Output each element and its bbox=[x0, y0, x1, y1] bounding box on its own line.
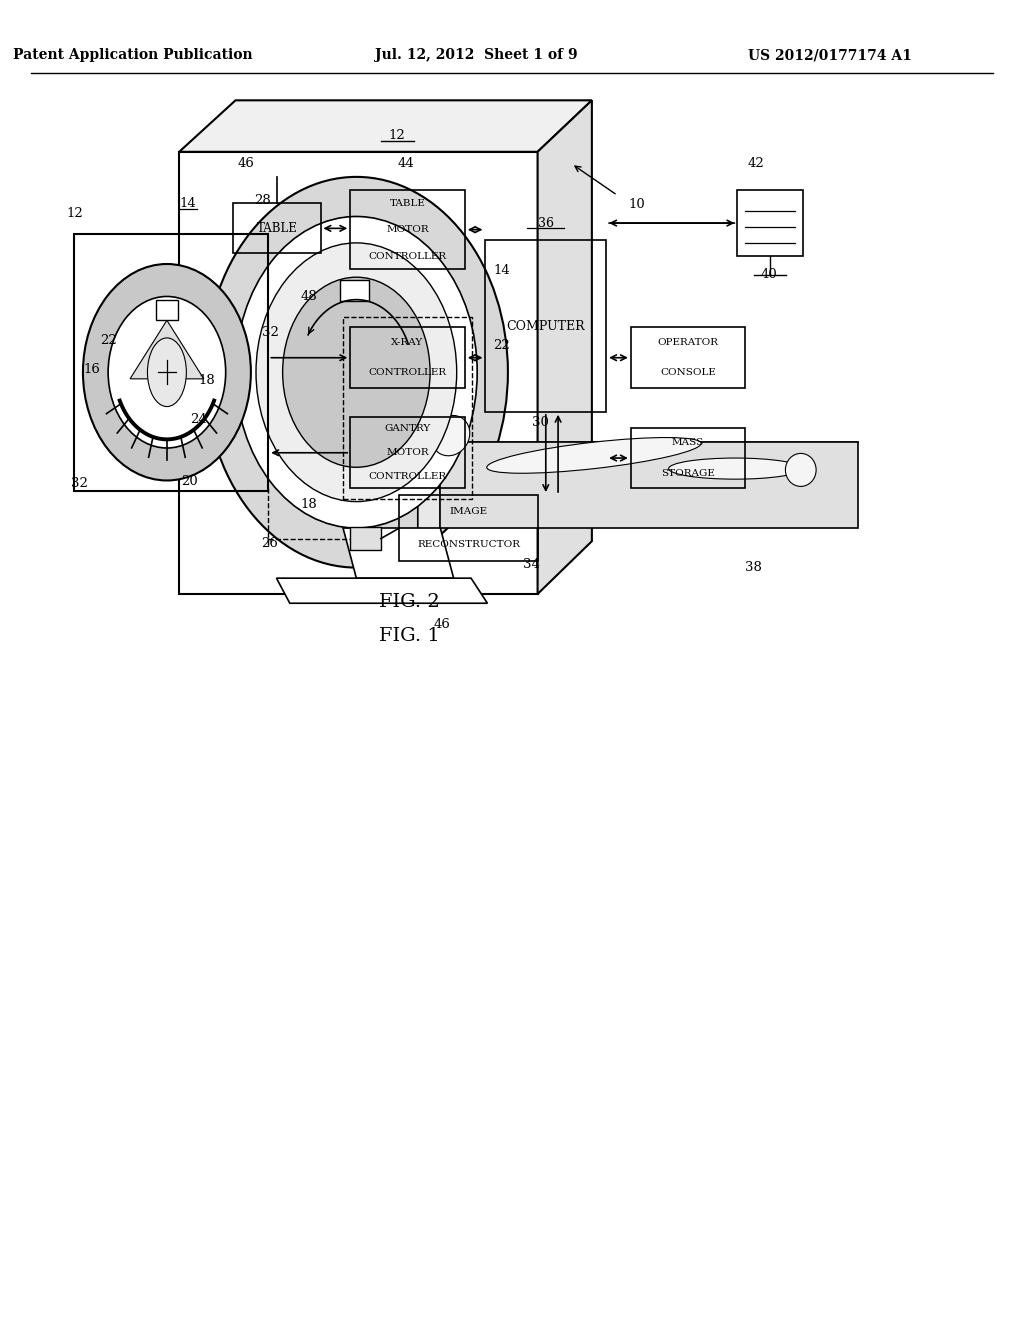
Bar bbox=[399, 495, 538, 561]
Text: 36: 36 bbox=[538, 216, 554, 230]
Circle shape bbox=[83, 264, 251, 480]
Bar bbox=[233, 203, 321, 253]
Text: X-RAY: X-RAY bbox=[391, 338, 424, 347]
Text: 46: 46 bbox=[238, 157, 254, 170]
Text: 22: 22 bbox=[494, 339, 510, 352]
Polygon shape bbox=[440, 442, 858, 528]
Text: 38: 38 bbox=[745, 561, 762, 574]
Text: COMPUTER: COMPUTER bbox=[507, 319, 585, 333]
Circle shape bbox=[205, 177, 508, 568]
Text: 20: 20 bbox=[181, 475, 198, 488]
Bar bbox=[74, 234, 268, 491]
Bar bbox=[631, 428, 745, 488]
Bar bbox=[737, 190, 803, 256]
Text: 46: 46 bbox=[434, 618, 451, 631]
Text: MASS: MASS bbox=[672, 438, 705, 447]
Circle shape bbox=[256, 243, 457, 502]
Polygon shape bbox=[130, 321, 204, 379]
Polygon shape bbox=[179, 152, 538, 594]
Circle shape bbox=[283, 277, 430, 467]
Text: 42: 42 bbox=[748, 157, 764, 170]
Text: MOTOR: MOTOR bbox=[386, 226, 429, 234]
Text: IMAGE: IMAGE bbox=[450, 507, 487, 516]
Text: FIG. 2: FIG. 2 bbox=[379, 593, 440, 611]
Bar bbox=[156, 301, 178, 321]
Polygon shape bbox=[276, 578, 487, 603]
Bar bbox=[485, 240, 606, 412]
Bar bbox=[350, 417, 465, 488]
Text: 14: 14 bbox=[494, 264, 510, 277]
Ellipse shape bbox=[669, 458, 802, 479]
Text: TABLE: TABLE bbox=[257, 222, 297, 235]
Text: 18: 18 bbox=[199, 374, 215, 387]
Text: CONTROLLER: CONTROLLER bbox=[369, 473, 446, 480]
Text: 48: 48 bbox=[301, 290, 317, 304]
Text: RECONSTRUCTOR: RECONSTRUCTOR bbox=[417, 540, 520, 549]
Text: 30: 30 bbox=[532, 416, 549, 429]
Text: Patent Application Publication: Patent Application Publication bbox=[13, 49, 253, 62]
Text: 28: 28 bbox=[254, 194, 270, 207]
Text: FIG. 1: FIG. 1 bbox=[379, 627, 440, 645]
Ellipse shape bbox=[486, 437, 701, 474]
Text: STORAGE: STORAGE bbox=[662, 469, 715, 478]
Text: 32: 32 bbox=[262, 326, 279, 339]
Ellipse shape bbox=[431, 416, 470, 455]
Polygon shape bbox=[538, 100, 592, 594]
Bar bbox=[340, 280, 369, 301]
Text: 22: 22 bbox=[100, 334, 117, 347]
Text: 24: 24 bbox=[190, 413, 207, 426]
Text: 18: 18 bbox=[301, 498, 317, 511]
Text: 10: 10 bbox=[629, 198, 645, 211]
Text: US 2012/0177174 A1: US 2012/0177174 A1 bbox=[748, 49, 911, 62]
Text: 12: 12 bbox=[67, 207, 83, 220]
Circle shape bbox=[236, 216, 477, 528]
Polygon shape bbox=[418, 442, 440, 557]
Polygon shape bbox=[343, 528, 454, 578]
Bar bbox=[350, 527, 381, 550]
Text: 14: 14 bbox=[179, 197, 196, 210]
Ellipse shape bbox=[785, 453, 816, 486]
Text: MOTOR: MOTOR bbox=[386, 449, 429, 457]
Bar bbox=[631, 327, 745, 388]
Ellipse shape bbox=[147, 338, 186, 407]
Text: 16: 16 bbox=[84, 363, 100, 376]
Text: CONTROLLER: CONTROLLER bbox=[369, 252, 446, 260]
Bar bbox=[350, 190, 465, 269]
Text: 40: 40 bbox=[761, 268, 777, 281]
Bar bbox=[350, 327, 465, 388]
Text: OPERATOR: OPERATOR bbox=[657, 338, 719, 347]
Text: 26: 26 bbox=[261, 537, 278, 550]
Text: GANTRY: GANTRY bbox=[384, 425, 431, 433]
Circle shape bbox=[109, 297, 225, 447]
Polygon shape bbox=[179, 100, 592, 152]
Text: 32: 32 bbox=[72, 477, 88, 490]
Polygon shape bbox=[418, 442, 858, 471]
Bar bbox=[343, 317, 472, 499]
Text: CONSOLE: CONSOLE bbox=[660, 368, 716, 378]
Text: 44: 44 bbox=[397, 157, 414, 170]
Text: 12: 12 bbox=[389, 129, 406, 143]
Text: TABLE: TABLE bbox=[389, 199, 426, 207]
Text: Jul. 12, 2012  Sheet 1 of 9: Jul. 12, 2012 Sheet 1 of 9 bbox=[375, 49, 578, 62]
Text: CONTROLLER: CONTROLLER bbox=[369, 368, 446, 378]
Text: 34: 34 bbox=[523, 558, 540, 572]
